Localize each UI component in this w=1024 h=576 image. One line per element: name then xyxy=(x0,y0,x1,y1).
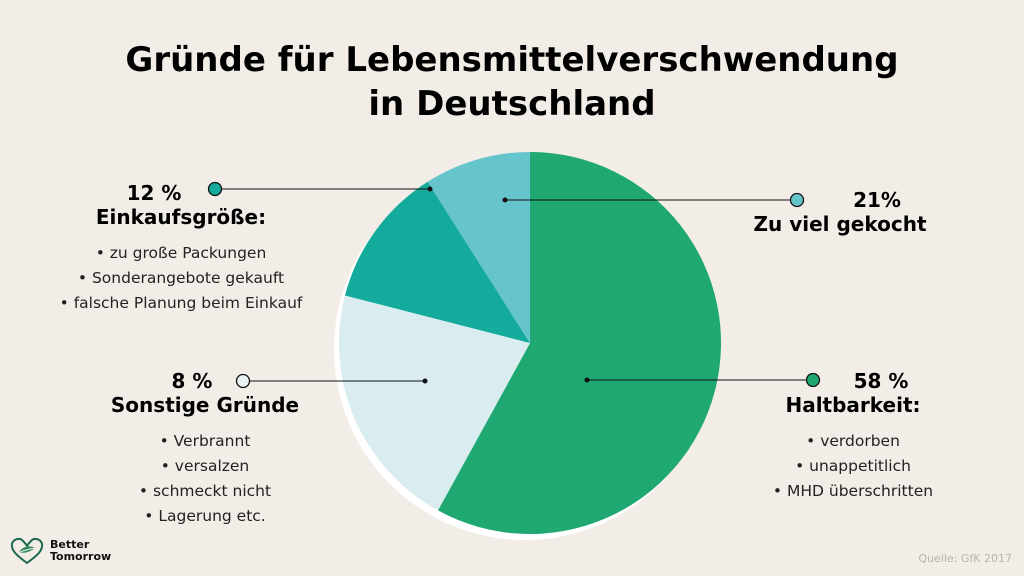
list-item: zu große Packungen xyxy=(50,241,312,266)
bullet-list-shelf: verdorben unappetitlich MHD überschritte… xyxy=(758,429,948,504)
pie-slice-size xyxy=(345,181,530,343)
list-item: unappetitlich xyxy=(758,454,948,479)
title-line-2: in Deutschland xyxy=(368,84,656,124)
heart-leaf-icon xyxy=(10,537,44,565)
logo: Better Tomorrow xyxy=(10,537,111,565)
list-item: MHD überschritten xyxy=(758,479,948,504)
leader-dot-other xyxy=(422,378,428,384)
logo-text: Better Tomorrow xyxy=(50,539,111,563)
list-item: versalzen xyxy=(90,454,320,479)
percent-label-cooked: 21% xyxy=(853,188,901,212)
bullet-list-size: zu große Packungen Sonderangebote gekauf… xyxy=(50,241,312,316)
list-item: Verbrannt xyxy=(90,429,320,454)
logo-line-1: Better xyxy=(50,538,90,551)
callout-zu-viel-gekocht: 21% Zu viel gekocht xyxy=(740,188,940,236)
chart-title: Gründe für Lebensmittelverschwendung in … xyxy=(0,38,1024,126)
callout-sonstige: 8 % Sonstige Gründe Verbrannt versalzen … xyxy=(90,369,320,529)
heading-shelf: Haltbarkeit: xyxy=(785,393,921,417)
bullet-list-other: Verbrannt versalzen schmeckt nicht Lager… xyxy=(90,429,320,529)
title-line-1: Gründe für Lebensmittelverschwendung xyxy=(125,40,899,80)
source-note: Quelle: GfK 2017 xyxy=(918,552,1012,565)
leader-marker-cooked xyxy=(789,192,805,208)
leader-dot-size xyxy=(427,186,433,192)
logo-line-2: Tomorrow xyxy=(50,550,112,563)
list-item: Sonderangebote gekauft xyxy=(50,266,312,291)
callout-haltbarkeit: 58 % Haltbarkeit: verdorben unappetitlic… xyxy=(758,369,948,504)
list-item: Lagerung etc. xyxy=(90,504,320,529)
leader-marker-shelf xyxy=(805,372,821,388)
leader-dot-shelf xyxy=(584,377,590,383)
list-item: schmeckt nicht xyxy=(90,479,320,504)
percent-label-other: 8 % xyxy=(171,369,213,393)
heading-other: Sonstige Gründe xyxy=(110,393,300,417)
heading-cooked: Zu viel gekocht xyxy=(753,212,927,236)
list-item: verdorben xyxy=(758,429,948,454)
callout-einkaufsgroesse: 12 % Einkaufsgröße: zu große Packungen S… xyxy=(50,181,312,316)
leader-marker-other xyxy=(235,373,251,389)
list-item: falsche Planung beim Einkauf xyxy=(50,291,312,316)
percent-label-shelf: 58 % xyxy=(853,369,909,393)
heading-size: Einkaufsgröße: xyxy=(95,205,267,229)
leader-dot-cooked xyxy=(502,197,508,203)
pie-slice-shelf xyxy=(437,152,722,534)
leader-marker-size xyxy=(207,181,223,197)
percent-label-size: 12 % xyxy=(126,181,182,205)
pie-slice-other xyxy=(339,295,530,511)
